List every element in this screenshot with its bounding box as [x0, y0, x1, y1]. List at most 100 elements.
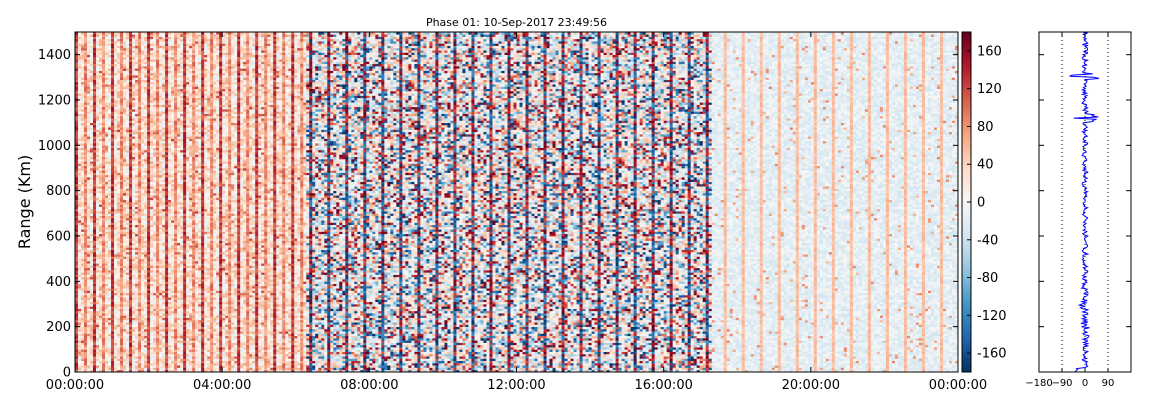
heatmap-cell	[114, 177, 117, 180]
heatmap-cell	[126, 241, 129, 244]
heatmap-cell	[90, 347, 93, 350]
heatmap-cell	[90, 216, 93, 219]
heatmap-cell	[129, 363, 132, 366]
heatmap-cell	[111, 306, 114, 309]
heatmap-cell	[81, 105, 84, 108]
heatmap-cell	[129, 91, 132, 94]
heatmap-cell	[96, 225, 99, 228]
heatmap-cell	[135, 182, 138, 185]
heatmap-cell	[81, 191, 84, 194]
heatmap-cell	[102, 166, 105, 169]
heatmap-cell	[108, 270, 111, 273]
heatmap-cell	[75, 129, 78, 132]
heatmap-cell	[114, 71, 117, 74]
heatmap-cell	[108, 259, 111, 262]
heatmap-cell	[102, 234, 105, 237]
heatmap-cell	[108, 333, 111, 336]
heatmap-cell	[135, 259, 138, 262]
heatmap-cell	[75, 225, 78, 228]
heatmap-cell	[132, 66, 135, 69]
heatmap-cell	[132, 333, 135, 336]
heatmap-cell	[102, 197, 105, 200]
heatmap-cell	[129, 281, 132, 284]
heatmap-cell	[99, 37, 102, 40]
heatmap-cell	[126, 243, 129, 246]
heatmap-cell	[129, 234, 132, 237]
heatmap-cell	[108, 143, 111, 146]
heatmap-cell	[117, 73, 120, 76]
heatmap-cell	[96, 111, 99, 114]
heatmap-cell	[126, 34, 129, 37]
heatmap-cell	[111, 361, 114, 366]
heatmap-cell	[129, 329, 132, 332]
heatmap-cell	[78, 95, 81, 98]
heatmap-cell	[99, 43, 102, 46]
heatmap-cell	[123, 272, 126, 275]
heatmap-cell	[87, 37, 90, 40]
heatmap-cell	[102, 64, 105, 67]
heatmap-cell	[81, 188, 84, 191]
heatmap-cell	[87, 89, 90, 92]
heatmap-cell	[135, 175, 138, 178]
heatmap-cell	[96, 356, 99, 359]
heatmap-cell	[99, 313, 102, 316]
heatmap-cell	[93, 231, 96, 234]
heatmap-cell	[84, 66, 87, 69]
heatmap-cell	[111, 127, 114, 130]
heatmap-cell	[117, 157, 120, 160]
heatmap-cell	[90, 288, 93, 291]
heatmap-cell	[123, 270, 126, 273]
heatmap-cell	[96, 163, 99, 166]
heatmap-cell	[102, 297, 105, 300]
heatmap-cell	[96, 59, 99, 62]
heatmap-cell	[129, 202, 132, 205]
heatmap-cell	[75, 338, 78, 341]
heatmap-cell	[132, 218, 135, 221]
heatmap-cell	[123, 89, 126, 92]
heatmap-cell	[120, 127, 123, 130]
heatmap-cell	[102, 48, 105, 51]
heatmap-cell	[87, 59, 90, 62]
heatmap-cell	[120, 241, 123, 244]
heatmap-cell	[111, 279, 114, 282]
heatmap-cell	[126, 225, 129, 228]
heatmap-cell	[126, 343, 129, 346]
heatmap-cell	[105, 367, 108, 370]
heatmap-cell	[102, 265, 105, 268]
heatmap-cell	[108, 322, 111, 325]
heatmap-cell	[75, 345, 78, 348]
heatmap-cell	[114, 245, 117, 248]
heatmap-cell	[108, 64, 111, 67]
heatmap-cell	[87, 125, 90, 128]
heatmap-cell	[81, 329, 84, 332]
heatmap-cell	[78, 358, 81, 361]
heatmap-cell	[81, 123, 84, 126]
heatmap-cell	[78, 134, 81, 137]
heatmap-cell	[126, 43, 129, 46]
heatmap-cell	[114, 331, 117, 334]
heatmap-cell	[87, 331, 90, 334]
heatmap-cell	[90, 329, 93, 332]
heatmap-cell	[75, 37, 78, 40]
heatmap-cell	[84, 220, 87, 223]
heatmap-cell	[93, 286, 96, 289]
heatmap-cell	[87, 175, 90, 178]
heatmap-cell	[90, 270, 93, 273]
heatmap-cell	[120, 41, 123, 44]
heatmap-cell	[90, 107, 93, 110]
heatmap-cell	[90, 150, 93, 153]
heatmap-cell	[78, 105, 81, 108]
heatmap-cell	[129, 286, 132, 289]
heatmap-cell	[96, 204, 99, 207]
heatmap-cell	[114, 123, 117, 126]
heatmap-cell	[84, 320, 87, 323]
heatmap-cell	[111, 236, 114, 239]
heatmap-cell	[81, 186, 84, 189]
heatmap-cell	[81, 272, 84, 275]
heatmap-cell	[129, 356, 132, 359]
heatmap-cell	[105, 95, 108, 98]
heatmap-cell	[78, 184, 81, 187]
heatmap-cell	[132, 356, 135, 359]
heatmap-cell	[129, 311, 132, 314]
heatmap-cell	[117, 111, 120, 114]
